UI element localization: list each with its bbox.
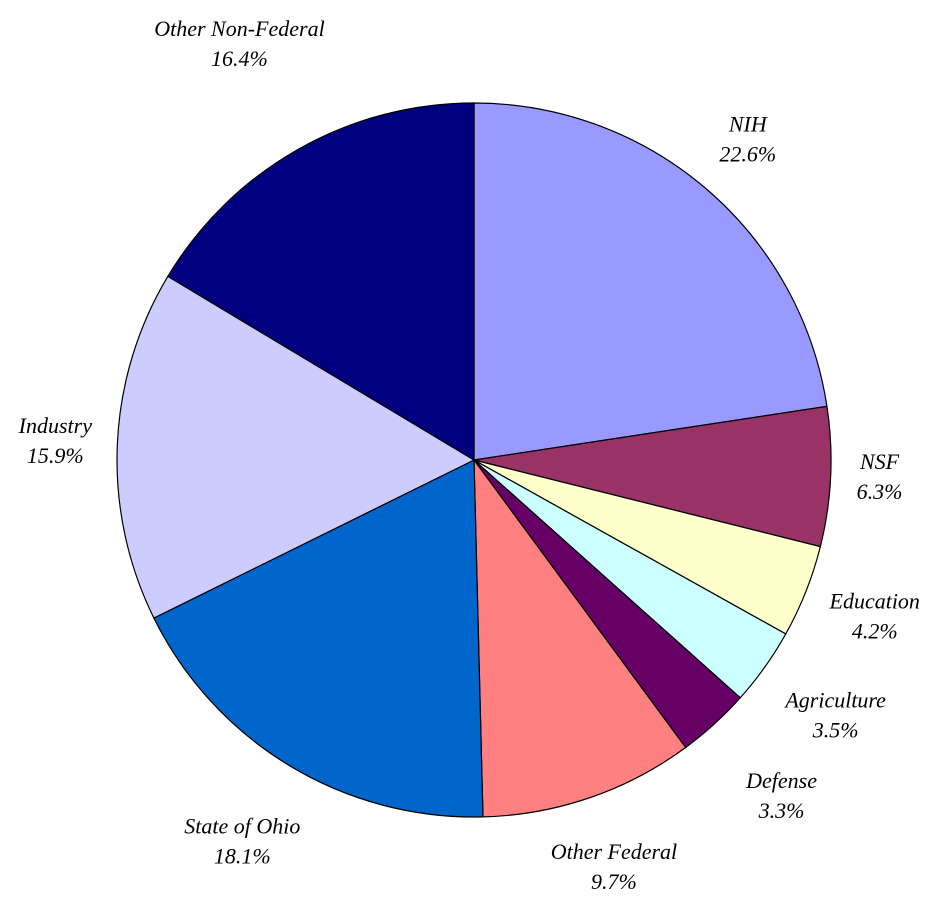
slice-label: NSF	[859, 449, 900, 474]
slice-value-label: 18.1%	[214, 843, 271, 868]
slice-label: State of Ohio	[184, 813, 300, 838]
pie-slice	[473, 405, 832, 548]
slice-value-label: 16.4%	[211, 46, 268, 71]
slice-value-label: 6.3%	[857, 479, 903, 504]
slice-label: Other Federal	[551, 839, 677, 864]
slice-value-label: 22.6%	[719, 142, 776, 167]
pie-slice	[153, 459, 484, 818]
slice-label: NIH	[728, 112, 768, 137]
pie-slice	[473, 458, 687, 818]
slice-label: Defense	[745, 768, 817, 793]
slice-value-label: 15.9%	[27, 443, 84, 468]
slice-label: Agriculture	[783, 688, 886, 713]
slice-label: Education	[829, 589, 920, 614]
pie-slice	[473, 102, 828, 461]
slice-value-label: 3.3%	[758, 798, 805, 823]
slice-value-label: 4.2%	[852, 619, 898, 644]
slice-value-label: 9.7%	[591, 869, 637, 894]
slice-label: Other Non-Federal	[154, 16, 324, 41]
pie-slice	[167, 102, 475, 462]
slice-value-label: 3.5%	[812, 718, 859, 743]
slice-label: Industry	[18, 413, 93, 438]
pie-slice	[116, 275, 476, 619]
